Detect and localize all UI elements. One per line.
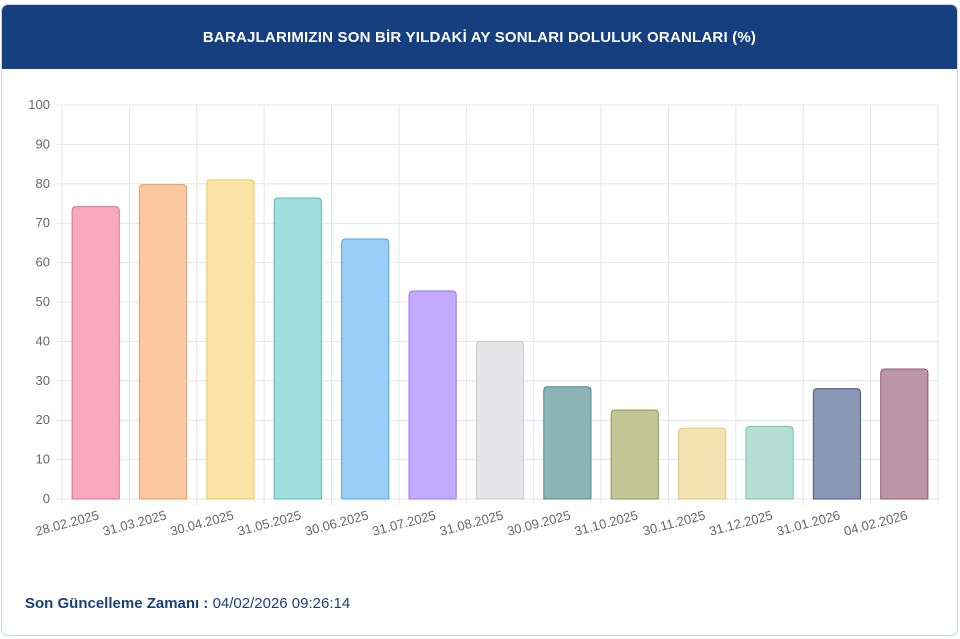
bar-31.05.2025 [273,197,322,500]
card-header: BARAJLARIMIZIN SON BİR YILDAKİ AY SONLAR… [2,5,957,69]
y-tick-label: 40 [36,333,50,348]
y-tick-label: 90 [36,136,50,151]
x-tick-label: 30.11.2025 [641,507,707,538]
chart-title: BARAJLARIMIZIN SON BİR YILDAKİ AY SONLAR… [202,28,757,46]
bar-30.06.2025 [341,238,390,500]
bar-31.01.2026 [812,388,862,500]
y-tick-label: 50 [36,294,50,309]
bar-04.02.2026 [880,368,929,500]
chart-card: BARAJLARIMIZIN SON BİR YILDAKİ AY SONLAR… [1,4,958,636]
bar-chart: 0 10 20 30 40 50 60 70 80 90 100 28.02.2025 31.03.20… [28,97,939,539]
y-tick-label: 30 [36,373,50,388]
bar-30.09.2025 [543,386,592,500]
bar-30.11.2025 [678,427,727,500]
bar-31.08.2025 [475,340,525,500]
y-tick-label: 60 [36,255,50,270]
y-tick-label: 80 [36,176,50,191]
y-tick-label: 10 [36,452,50,467]
bar-31.03.2025 [138,184,188,500]
x-tick-label: 30.09.2025 [505,507,572,538]
x-tick-label: 31.08.2025 [438,507,505,538]
x-tick-label: 28.02.2025 [34,507,101,538]
last-updated-label: Son Güncelleme Zamanı : [25,595,209,612]
last-updated: Son Güncelleme Zamanı : 04/02/2026 09:26… [25,595,350,612]
x-tick-label: 31.10.2025 [573,507,640,538]
bar-30.04.2025 [206,179,255,500]
y-tick-label: 100 [28,97,50,112]
x-tick-label: 31.01.2026 [775,507,842,538]
y-tick-label: 70 [36,215,50,230]
y-tick-label: 0 [43,491,50,506]
bar-31.10.2025 [610,409,659,500]
bar-31.07.2025 [408,290,457,500]
x-tick-label: 31.03.2025 [101,507,168,538]
x-tick-label: 04.02.2026 [842,507,909,538]
y-tick-label: 20 [36,412,50,427]
x-tick-label: 31.07.2025 [371,507,438,538]
x-tick-label: 30.04.2025 [168,507,235,538]
bar-31.12.2025 [745,426,794,500]
x-tick-label: 30.06.2025 [303,507,370,538]
x-tick-label: 31.05.2025 [236,507,303,538]
x-tick-label: 31.12.2025 [708,507,775,538]
bar-28.02.2025 [71,206,120,500]
last-updated-value: 04/02/2026 09:26:14 [212,595,351,612]
